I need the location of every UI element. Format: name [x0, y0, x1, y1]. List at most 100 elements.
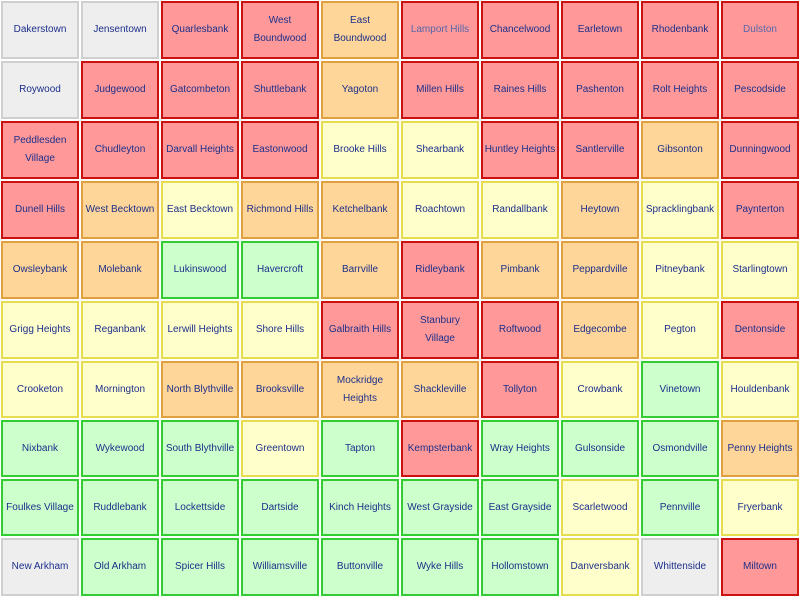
suburb-cell-shackleville[interactable]: Shackleville: [401, 361, 479, 418]
suburb-cell-richmond-hills[interactable]: Richmond Hills: [241, 181, 319, 239]
suburb-cell-jensentown[interactable]: Jensentown: [81, 1, 159, 59]
suburb-cell-grigg-heights[interactable]: Grigg Heights: [1, 301, 79, 359]
suburb-cell-peppardville[interactable]: Peppardville: [561, 241, 639, 299]
suburb-cell-foulkes-village[interactable]: Foulkes Village: [1, 479, 79, 536]
suburb-cell-roywood[interactable]: Roywood: [1, 61, 79, 119]
suburb-cell-houldenbank[interactable]: Houldenbank: [721, 361, 799, 418]
suburb-cell-lamport-hills[interactable]: Lamport Hills: [401, 1, 479, 59]
suburb-cell-roachtown[interactable]: Roachtown: [401, 181, 479, 239]
suburb-cell-ridleybank[interactable]: Ridleybank: [401, 241, 479, 299]
suburb-cell-edgecombe[interactable]: Edgecombe: [561, 301, 639, 359]
suburb-cell-vinetown[interactable]: Vinetown: [641, 361, 719, 418]
suburb-cell-shore-hills[interactable]: Shore Hills: [241, 301, 319, 359]
suburb-cell-osmondville[interactable]: Osmondville: [641, 420, 719, 477]
suburb-cell-whittenside[interactable]: Whittenside: [641, 538, 719, 596]
suburb-cell-new-arkham[interactable]: New Arkham: [1, 538, 79, 596]
suburb-cell-lerwill-heights[interactable]: Lerwill Heights: [161, 301, 239, 359]
suburb-cell-pegton[interactable]: Pegton: [641, 301, 719, 359]
suburb-cell-scarletwood[interactable]: Scarletwood: [561, 479, 639, 536]
suburb-cell-brooke-hills[interactable]: Brooke Hills: [321, 121, 399, 179]
suburb-cell-chancelwood[interactable]: Chancelwood: [481, 1, 559, 59]
suburb-cell-millen-hills[interactable]: Millen Hills: [401, 61, 479, 119]
suburb-cell-stanbury-village[interactable]: Stanbury Village: [401, 301, 479, 359]
suburb-cell-pashenton[interactable]: Pashenton: [561, 61, 639, 119]
suburb-cell-raines-hills[interactable]: Raines Hills: [481, 61, 559, 119]
suburb-cell-kempsterbank[interactable]: Kempsterbank: [401, 420, 479, 477]
suburb-cell-dunningwood[interactable]: Dunningwood: [721, 121, 799, 179]
suburb-cell-heytown[interactable]: Heytown: [561, 181, 639, 239]
suburb-cell-spicer-hills[interactable]: Spicer Hills: [161, 538, 239, 596]
suburb-cell-danversbank[interactable]: Danversbank: [561, 538, 639, 596]
suburb-cell-lockettside[interactable]: Lockettside: [161, 479, 239, 536]
suburb-cell-darvall-heights[interactable]: Darvall Heights: [161, 121, 239, 179]
suburb-cell-buttonville[interactable]: Buttonville: [321, 538, 399, 596]
suburb-cell-pescodside[interactable]: Pescodside: [721, 61, 799, 119]
suburb-cell-santlerville[interactable]: Santlerville: [561, 121, 639, 179]
suburb-cell-tollyton[interactable]: Tollyton: [481, 361, 559, 418]
suburb-cell-hollomstown[interactable]: Hollomstown: [481, 538, 559, 596]
suburb-cell-brooksville[interactable]: Brooksville: [241, 361, 319, 418]
suburb-cell-gulsonside[interactable]: Gulsonside: [561, 420, 639, 477]
suburb-cell-peddlesden-village[interactable]: Peddlesden Village: [1, 121, 79, 179]
suburb-cell-gatcombeton[interactable]: Gatcombeton: [161, 61, 239, 119]
suburb-cell-wyke-hills[interactable]: Wyke Hills: [401, 538, 479, 596]
suburb-cell-galbraith-hills[interactable]: Galbraith Hills: [321, 301, 399, 359]
suburb-cell-shuttlebank[interactable]: Shuttlebank: [241, 61, 319, 119]
suburb-cell-pimbank[interactable]: Pimbank: [481, 241, 559, 299]
suburb-cell-rolt-heights[interactable]: Rolt Heights: [641, 61, 719, 119]
suburb-cell-east-grayside[interactable]: East Grayside: [481, 479, 559, 536]
suburb-cell-pennville[interactable]: Pennville: [641, 479, 719, 536]
suburb-cell-wray-heights[interactable]: Wray Heights: [481, 420, 559, 477]
suburb-cell-williamsville[interactable]: Williamsville: [241, 538, 319, 596]
suburb-cell-dunell-hills[interactable]: Dunell Hills: [1, 181, 79, 239]
suburb-cell-dakerstown[interactable]: Dakerstown: [1, 1, 79, 59]
suburb-cell-mornington[interactable]: Mornington: [81, 361, 159, 418]
suburb-cell-crooketon[interactable]: Crooketon: [1, 361, 79, 418]
suburb-cell-west-becktown[interactable]: West Becktown: [81, 181, 159, 239]
suburb-cell-east-boundwood[interactable]: East Boundwood: [321, 1, 399, 59]
suburb-cell-greentown[interactable]: Greentown: [241, 420, 319, 477]
suburb-cell-east-becktown[interactable]: East Becktown: [161, 181, 239, 239]
suburb-cell-huntley-heights[interactable]: Huntley Heights: [481, 121, 559, 179]
suburb-cell-ruddlebank[interactable]: Ruddlebank: [81, 479, 159, 536]
suburb-cell-tapton[interactable]: Tapton: [321, 420, 399, 477]
suburb-cell-north-blythville[interactable]: North Blythville: [161, 361, 239, 418]
suburb-cell-wykewood[interactable]: Wykewood: [81, 420, 159, 477]
suburb-cell-fryerbank[interactable]: Fryerbank: [721, 479, 799, 536]
suburb-cell-kinch-heights[interactable]: Kinch Heights: [321, 479, 399, 536]
suburb-cell-barrville[interactable]: Barrville: [321, 241, 399, 299]
suburb-cell-starlingtown[interactable]: Starlingtown: [721, 241, 799, 299]
suburb-cell-crowbank[interactable]: Crowbank: [561, 361, 639, 418]
suburb-cell-chudleyton[interactable]: Chudleyton: [81, 121, 159, 179]
suburb-cell-miltown[interactable]: Miltown: [721, 538, 799, 596]
suburb-cell-molebank[interactable]: Molebank: [81, 241, 159, 299]
suburb-cell-pitneybank[interactable]: Pitneybank: [641, 241, 719, 299]
suburb-cell-randallbank[interactable]: Randallbank: [481, 181, 559, 239]
suburb-cell-quarlesbank[interactable]: Quarlesbank: [161, 1, 239, 59]
suburb-cell-dentonside[interactable]: Dentonside: [721, 301, 799, 359]
suburb-cell-penny-heights[interactable]: Penny Heights: [721, 420, 799, 477]
suburb-cell-havercroft[interactable]: Havercroft: [241, 241, 319, 299]
suburb-cell-rhodenbank[interactable]: Rhodenbank: [641, 1, 719, 59]
suburb-cell-ketchelbank[interactable]: Ketchelbank: [321, 181, 399, 239]
suburb-cell-west-boundwood[interactable]: West Boundwood: [241, 1, 319, 59]
suburb-cell-owsleybank[interactable]: Owsleybank: [1, 241, 79, 299]
suburb-cell-paynterton[interactable]: Paynterton: [721, 181, 799, 239]
suburb-cell-nixbank[interactable]: Nixbank: [1, 420, 79, 477]
suburb-cell-eastonwood[interactable]: Eastonwood: [241, 121, 319, 179]
suburb-cell-yagoton[interactable]: Yagoton: [321, 61, 399, 119]
suburb-cell-reganbank[interactable]: Reganbank: [81, 301, 159, 359]
suburb-cell-south-blythville[interactable]: South Blythville: [161, 420, 239, 477]
suburb-cell-old-arkham[interactable]: Old Arkham: [81, 538, 159, 596]
suburb-cell-gibsonton[interactable]: Gibsonton: [641, 121, 719, 179]
suburb-cell-spracklingbank[interactable]: Spracklingbank: [641, 181, 719, 239]
suburb-cell-mockridge-heights[interactable]: Mockridge Heights: [321, 361, 399, 418]
suburb-cell-lukinswood[interactable]: Lukinswood: [161, 241, 239, 299]
suburb-cell-dartside[interactable]: Dartside: [241, 479, 319, 536]
suburb-cell-west-grayside[interactable]: West Grayside: [401, 479, 479, 536]
suburb-cell-shearbank[interactable]: Shearbank: [401, 121, 479, 179]
suburb-cell-earletown[interactable]: Earletown: [561, 1, 639, 59]
suburb-cell-judgewood[interactable]: Judgewood: [81, 61, 159, 119]
suburb-cell-roftwood[interactable]: Roftwood: [481, 301, 559, 359]
suburb-cell-dulston[interactable]: Dulston: [721, 1, 799, 59]
